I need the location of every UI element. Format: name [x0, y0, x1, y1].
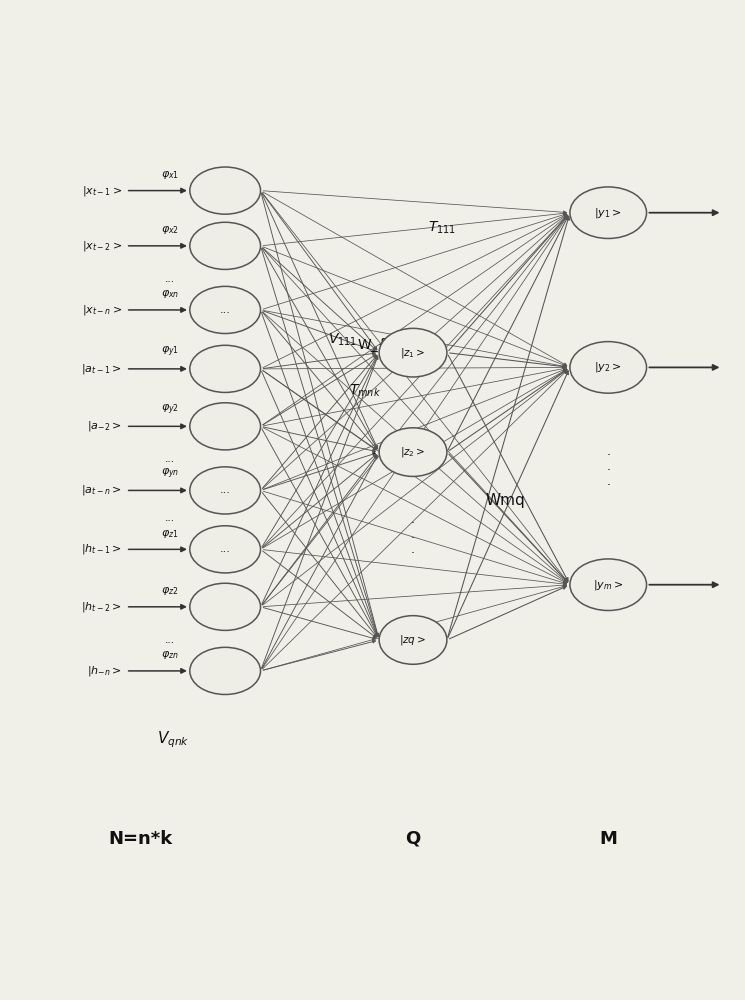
- Ellipse shape: [379, 428, 447, 476]
- Text: $|y_1>$: $|y_1>$: [595, 206, 622, 220]
- Text: $|x_{t-n}>$: $|x_{t-n}>$: [82, 303, 122, 317]
- Text: $|zq>$: $|zq>$: [399, 633, 427, 647]
- Ellipse shape: [190, 345, 261, 392]
- Text: $|y_m>$: $|y_m>$: [593, 578, 624, 592]
- Ellipse shape: [190, 403, 261, 450]
- Text: $|y_2>$: $|y_2>$: [595, 360, 622, 374]
- Text: $|a_{t-n}>$: $|a_{t-n}>$: [81, 483, 122, 497]
- Ellipse shape: [379, 616, 447, 664]
- Text: M: M: [599, 830, 617, 848]
- Text: $|z_2>$: $|z_2>$: [400, 445, 426, 459]
- Text: ...: ...: [220, 544, 231, 554]
- Text: $T_{111}$: $T_{111}$: [428, 219, 457, 236]
- Text: $|a_{-2}>$: $|a_{-2}>$: [87, 419, 122, 433]
- Ellipse shape: [190, 583, 261, 630]
- Ellipse shape: [570, 187, 647, 238]
- Text: W_{11}: W_{11}: [358, 338, 414, 352]
- Text: $\varphi_{y2}$: $\varphi_{y2}$: [161, 402, 179, 417]
- Ellipse shape: [570, 342, 647, 393]
- Text: ...: ...: [220, 305, 231, 315]
- Text: N=n*k: N=n*k: [108, 830, 173, 848]
- Text: $\varphi_{y1}$: $\varphi_{y1}$: [161, 345, 179, 359]
- Ellipse shape: [190, 526, 261, 573]
- Ellipse shape: [190, 222, 261, 269]
- Text: $\varphi_{xn}$: $\varphi_{xn}$: [161, 288, 179, 300]
- Text: $|h_{t-1}>$: $|h_{t-1}>$: [81, 542, 122, 556]
- Ellipse shape: [570, 559, 647, 610]
- Text: $V_{111}$: $V_{111}$: [329, 331, 358, 348]
- Text: Q: Q: [405, 830, 421, 848]
- Text: $\varphi_{z2}$: $\varphi_{z2}$: [161, 585, 179, 597]
- Text: $T_{mnk}$: $T_{mnk}$: [349, 383, 381, 399]
- Text: $V_{qnk}$: $V_{qnk}$: [157, 729, 190, 750]
- Text: $\varphi_{x1}$: $\varphi_{x1}$: [161, 169, 179, 181]
- Text: $|x_{t-1}>$: $|x_{t-1}>$: [82, 184, 122, 198]
- Text: $|h_{-n}>$: $|h_{-n}>$: [87, 664, 122, 678]
- Ellipse shape: [190, 467, 261, 514]
- Text: $|h_{t-2}>$: $|h_{t-2}>$: [81, 600, 122, 614]
- Text: $|a_{t-1}>$: $|a_{t-1}>$: [81, 362, 122, 376]
- Text: $\varphi_{z1}$: $\varphi_{z1}$: [161, 528, 179, 540]
- Ellipse shape: [379, 328, 447, 377]
- Text: ...: ...: [165, 454, 175, 464]
- Text: ...: ...: [165, 513, 175, 523]
- Text: $\cdot$: $\cdot$: [370, 445, 375, 459]
- Text: ·
·
·: · · ·: [411, 517, 415, 560]
- Text: $\varphi_{x2}$: $\varphi_{x2}$: [161, 224, 179, 236]
- Text: ...: ...: [165, 635, 175, 645]
- Text: $\varphi_{zn}$: $\varphi_{zn}$: [161, 649, 179, 661]
- Text: $\varphi_{yn}$: $\varphi_{yn}$: [161, 466, 179, 481]
- Ellipse shape: [190, 167, 261, 214]
- Ellipse shape: [190, 286, 261, 334]
- Text: ·
·
·: · · ·: [606, 449, 610, 492]
- Text: $|x_{t-2}>$: $|x_{t-2}>$: [82, 239, 122, 253]
- Text: ...: ...: [220, 485, 231, 495]
- Text: Wmq: Wmq: [485, 492, 525, 508]
- Text: $|z_1>$: $|z_1>$: [400, 346, 426, 360]
- Text: ...: ...: [165, 274, 175, 284]
- Ellipse shape: [190, 647, 261, 694]
